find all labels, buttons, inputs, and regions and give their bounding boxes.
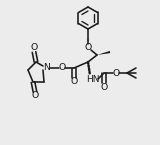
Polygon shape	[97, 51, 110, 55]
Text: O: O	[112, 68, 120, 77]
Text: O: O	[58, 64, 66, 72]
Text: O: O	[31, 91, 39, 100]
Text: O: O	[84, 42, 92, 51]
Text: O: O	[70, 77, 78, 87]
Text: N: N	[44, 64, 50, 72]
Text: O: O	[100, 83, 108, 91]
Text: O: O	[30, 44, 38, 52]
Text: HN: HN	[86, 75, 100, 84]
